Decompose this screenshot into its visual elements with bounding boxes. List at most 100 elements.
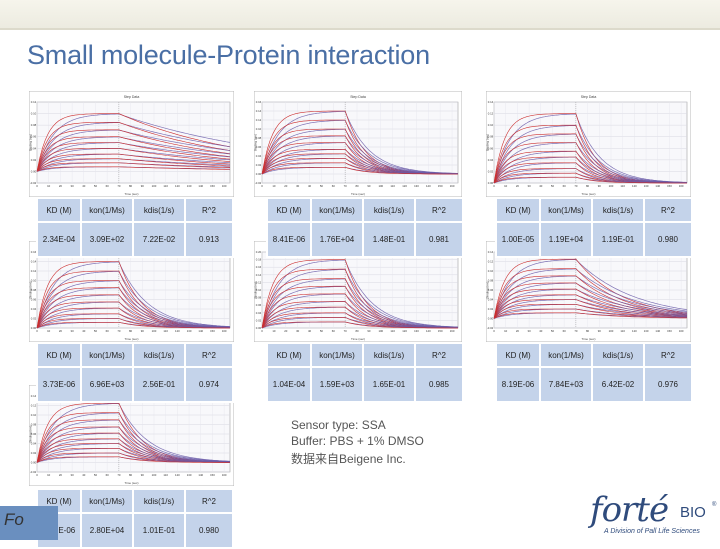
- header-kon: kon(1/Ms): [80, 197, 134, 223]
- kon-value: 2.80E+04: [80, 512, 134, 549]
- x-axis-label: Time (sec): [124, 192, 138, 196]
- x-tick-label: 80: [586, 184, 590, 188]
- x-tick-label: 140: [426, 184, 431, 188]
- y-tick-label: 0.00: [31, 326, 37, 330]
- y-tick-label: 0.02: [31, 158, 37, 162]
- x-tick-label: 0: [493, 329, 495, 333]
- x-tick-label: 20: [284, 329, 288, 333]
- x-tick-label: 40: [308, 329, 312, 333]
- y-tick-label: 0.00: [488, 181, 494, 185]
- fit-curve-5: [493, 288, 688, 319]
- y-axis-label: Binding (nm): [254, 281, 258, 298]
- y-axis-label: Binding (nm): [486, 281, 490, 298]
- y-tick-label: 0.14: [488, 250, 494, 254]
- x-axis-label: Time (sec): [124, 337, 138, 341]
- kon-value: 1.19E+04: [539, 221, 593, 258]
- y-tick-label: 0.04: [488, 158, 494, 162]
- plot-area: [36, 101, 231, 184]
- x-tick-label: 90: [367, 184, 371, 188]
- y-tick-label: 0.12: [31, 100, 37, 104]
- y-tick-label: 0.02: [488, 307, 494, 311]
- header-kd: KD (M): [36, 488, 82, 514]
- x-tick-label: 70: [344, 329, 348, 333]
- y-tick-label: 0.04: [31, 442, 37, 446]
- x-tick-label: 40: [82, 184, 86, 188]
- x-tick-label: 10: [504, 329, 508, 333]
- x-tick-label: 90: [141, 329, 145, 333]
- x-tick-label: 40: [308, 184, 312, 188]
- x-tick-label: 160: [222, 184, 227, 188]
- x-tick-label: 80: [355, 184, 359, 188]
- logo-bio-text: BIO: [680, 504, 706, 521]
- header-kdis: kdis(1/s): [591, 197, 645, 223]
- x-tick-label: 150: [210, 473, 215, 477]
- x-tick-label: 40: [539, 329, 543, 333]
- x-tick-label: 10: [47, 473, 51, 477]
- header-kon: kon(1/Ms): [539, 342, 593, 368]
- x-tick-label: 110: [620, 329, 625, 333]
- kon-value: 1.59E+03: [310, 366, 364, 403]
- x-tick-label: 60: [106, 329, 110, 333]
- x-tick-label: 140: [198, 329, 203, 333]
- y-axis-label: Binding (nm): [29, 425, 33, 442]
- y-tick-label: 0.16: [31, 250, 37, 254]
- x-tick-label: 30: [71, 473, 75, 477]
- fit-curve-10: [261, 167, 458, 175]
- x-tick-label: 130: [414, 184, 419, 188]
- header-kon: kon(1/Ms): [80, 342, 134, 368]
- y-axis-label: Binding (nm): [486, 134, 490, 151]
- x-tick-label: 110: [390, 329, 395, 333]
- y-tick-label: 0.00: [256, 326, 262, 330]
- x-tick-label: 10: [272, 329, 276, 333]
- x-tick-label: 0: [36, 473, 38, 477]
- header-kd: KD (M): [266, 342, 312, 368]
- x-tick-label: 10: [47, 184, 51, 188]
- kdis-value: 7.22E-02: [132, 221, 186, 258]
- x-tick-label: 70: [344, 184, 348, 188]
- x-tick-label: 150: [210, 184, 215, 188]
- x-tick-label: 60: [106, 473, 110, 477]
- kdis-value: 6.42E-02: [591, 366, 645, 403]
- x-tick-label: 80: [129, 184, 133, 188]
- x-axis-label: Time (sec): [581, 192, 595, 196]
- x-tick-label: 160: [222, 329, 227, 333]
- x-tick-label: 130: [414, 329, 419, 333]
- x-tick-label: 60: [106, 184, 110, 188]
- fortebio-logo: forté BIO ® A Division of Pall Life Scie…: [570, 486, 720, 540]
- top-rule: [0, 28, 720, 30]
- header-kon: kon(1/Ms): [80, 488, 134, 514]
- kd-value: 3.73E-06: [36, 366, 82, 403]
- x-tick-label: 30: [71, 329, 75, 333]
- x-tick-label: 150: [210, 329, 215, 333]
- x-tick-label: 50: [551, 329, 555, 333]
- y-tick-label: 0.00: [256, 172, 262, 176]
- x-tick-label: 160: [679, 184, 684, 188]
- y-tick-label: 0.12: [488, 112, 494, 116]
- x-tick-label: 70: [574, 184, 578, 188]
- x-tick-label: 60: [332, 184, 336, 188]
- x-tick-label: 10: [272, 184, 276, 188]
- y-tick-label: 0.10: [31, 413, 37, 417]
- y-tick-label: 0.02: [31, 451, 37, 455]
- y-tick-label: 0.02: [31, 317, 37, 321]
- kdis-value: 1.48E-01: [362, 221, 416, 258]
- y-tick-label: 0.06: [31, 135, 37, 139]
- fit-curve-3: [493, 275, 688, 319]
- header-r2: R^2: [414, 342, 464, 368]
- x-tick-label: 20: [284, 184, 288, 188]
- y-tick-label: 0.04: [488, 298, 494, 302]
- chart-panel-1: Step Data Time (sec) Binding (nm) 0.12 0.10 0…: [29, 91, 234, 197]
- x-tick-label: 60: [563, 184, 567, 188]
- kdis-value: 1.19E-01: [591, 221, 645, 258]
- buffer-text: Buffer: PBS + 1% DMSO: [291, 434, 424, 448]
- y-tick-label: 0.00: [31, 461, 37, 465]
- x-tick-label: 140: [198, 473, 203, 477]
- x-tick-label: 160: [450, 184, 455, 188]
- x-tick-label: 90: [367, 329, 371, 333]
- x-tick-label: 50: [551, 184, 555, 188]
- x-tick-label: 0: [493, 184, 495, 188]
- x-tick-label: 130: [644, 329, 649, 333]
- kdis-value: 2.56E-01: [132, 366, 186, 403]
